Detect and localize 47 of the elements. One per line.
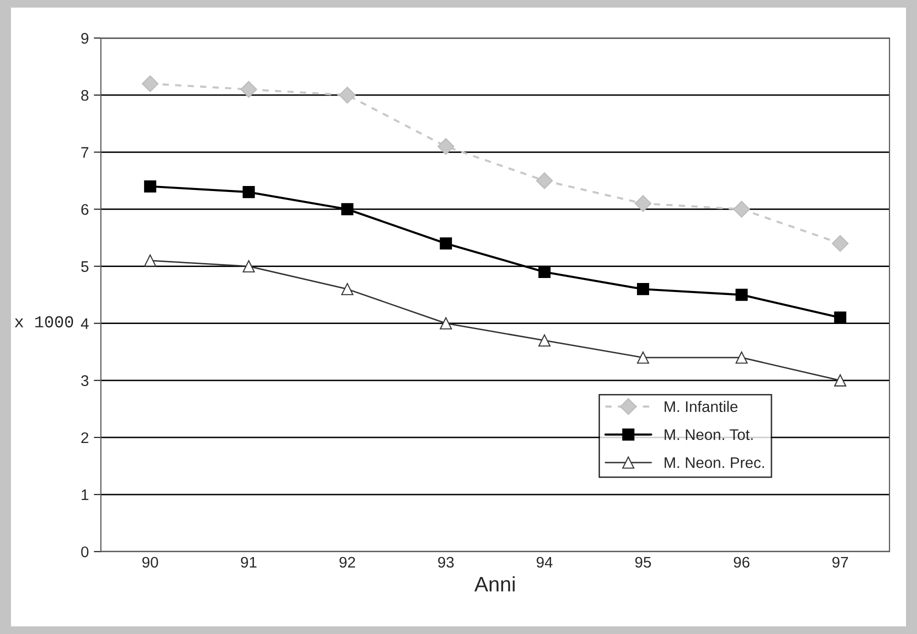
- y-tick-label: 4: [80, 318, 89, 329]
- point: [142, 75, 159, 92]
- point: [440, 317, 452, 330]
- x-tick-label: 90: [142, 556, 158, 568]
- y-axis-title: x 1000: [14, 316, 74, 328]
- point: [834, 374, 846, 386]
- point: [242, 260, 255, 272]
- point: [736, 352, 748, 364]
- point: [636, 283, 650, 296]
- x-tick-label: 97: [832, 556, 848, 568]
- point: [144, 180, 156, 192]
- x-tick-label: 94: [536, 556, 553, 568]
- x-tick-label: 92: [340, 556, 356, 568]
- y-tick-label: 6: [81, 204, 88, 215]
- point: [240, 81, 258, 98]
- point: [538, 334, 551, 347]
- point: [733, 200, 750, 218]
- legend-label: M. Neon. Tot.: [664, 429, 753, 440]
- point: [834, 312, 846, 324]
- point: [338, 86, 356, 104]
- x-tick-label: 95: [635, 556, 651, 568]
- x-tick-label: 93: [438, 556, 454, 568]
- x-tick-label: 91: [240, 556, 256, 568]
- y-tick-label: 1: [82, 490, 88, 500]
- legend-label: M. Infantile: [664, 400, 738, 412]
- y-tick-label: 9: [81, 32, 88, 44]
- point: [536, 172, 553, 190]
- y-tick-label: 0: [81, 546, 88, 558]
- y-tick-label: 3: [81, 375, 88, 386]
- x-tick-label: 96: [734, 556, 750, 568]
- point: [832, 235, 849, 252]
- point: [242, 186, 255, 198]
- point: [440, 237, 452, 250]
- legend-label: M. Neon. Prec.: [664, 457, 764, 468]
- y-tick-label: 7: [81, 147, 88, 158]
- x-axis-title: Anni: [474, 576, 515, 592]
- point: [636, 352, 650, 364]
- y-tick-label: 2: [81, 432, 88, 443]
- point: [341, 203, 354, 216]
- point: [736, 288, 748, 301]
- point: [538, 266, 551, 278]
- y-tick-label: 8: [81, 90, 88, 101]
- point: [438, 138, 454, 155]
- point: [634, 195, 652, 212]
- point: [144, 254, 156, 267]
- y-tick-label: 5: [81, 261, 88, 272]
- point: [341, 283, 354, 296]
